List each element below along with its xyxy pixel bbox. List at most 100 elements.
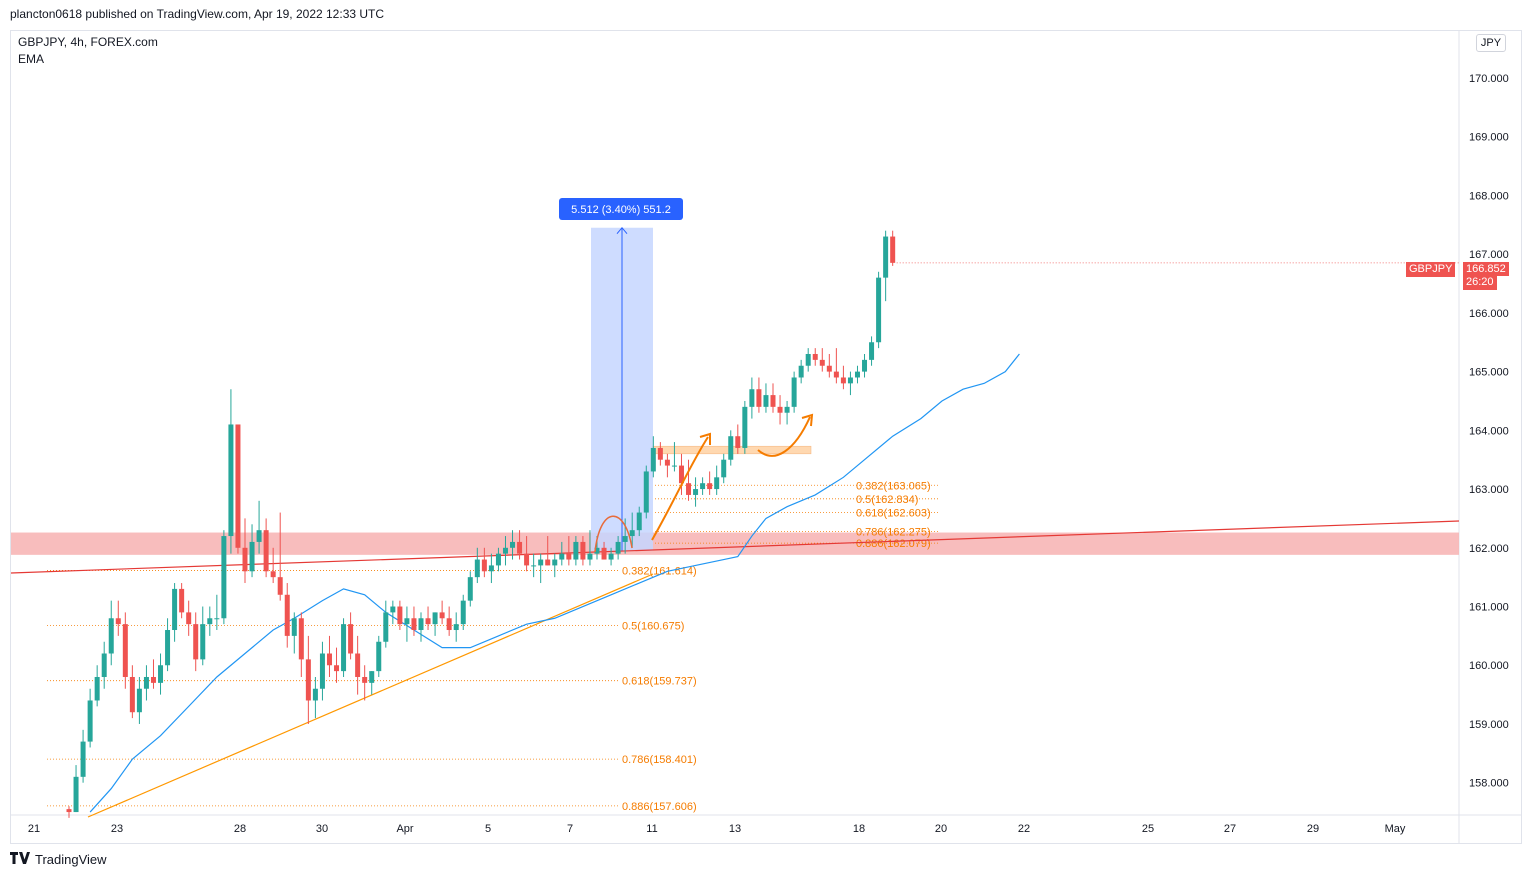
candle-body bbox=[228, 424, 234, 537]
fib-level-label: 0.786(158.401) bbox=[622, 754, 697, 766]
candle-body bbox=[94, 676, 100, 701]
x-tick-label: 28 bbox=[234, 823, 246, 835]
candle-body bbox=[538, 559, 544, 566]
y-tick-label: 160.000 bbox=[1469, 660, 1509, 672]
candle-body bbox=[179, 588, 185, 613]
y-tick-label: 161.000 bbox=[1469, 602, 1509, 614]
candle-body bbox=[263, 530, 269, 572]
candle-body bbox=[383, 612, 389, 642]
candle-body bbox=[467, 577, 473, 601]
candle-body bbox=[214, 618, 220, 620]
support-zone bbox=[11, 532, 1459, 555]
fib-level-label: 0.382(163.065) bbox=[856, 480, 931, 492]
candle-body bbox=[777, 406, 783, 413]
candle-body bbox=[101, 653, 107, 677]
y-tick-label: 164.000 bbox=[1469, 425, 1509, 437]
candle-body bbox=[256, 530, 262, 542]
candle-body bbox=[791, 377, 797, 407]
candle-body bbox=[165, 630, 171, 666]
candle-body bbox=[510, 541, 516, 548]
countdown-tag: 26:20 bbox=[1463, 276, 1497, 290]
fib-level-label: 0.5(160.675) bbox=[622, 621, 684, 633]
candle-body bbox=[707, 483, 713, 490]
symbol-legend[interactable]: GBPJPY, 4h, FOREX.com bbox=[18, 35, 158, 49]
candles-group bbox=[66, 230, 896, 818]
candle-body bbox=[735, 436, 741, 448]
candle-body bbox=[418, 618, 424, 631]
last-price-tag: 166.852 bbox=[1463, 262, 1509, 276]
measure-arrow-head bbox=[616, 226, 628, 235]
fib-level-label: 0.382(161.614) bbox=[622, 565, 697, 577]
candle-body bbox=[756, 389, 762, 407]
footer[interactable]: TradingView bbox=[10, 852, 107, 867]
candle-body bbox=[481, 559, 487, 572]
candle-body bbox=[601, 547, 607, 560]
candle-body bbox=[686, 483, 692, 495]
x-tick-label: 23 bbox=[111, 823, 123, 835]
candle-body bbox=[326, 653, 332, 666]
candle-body bbox=[763, 395, 769, 407]
x-tick-label: Apr bbox=[396, 823, 413, 835]
candle-body bbox=[404, 618, 410, 625]
candle-body bbox=[862, 359, 868, 372]
candle-body bbox=[122, 624, 128, 677]
candle-body bbox=[749, 389, 755, 407]
candle-body bbox=[833, 371, 839, 378]
candle-body bbox=[552, 559, 558, 566]
candle-body bbox=[545, 559, 551, 566]
candle-body bbox=[531, 565, 537, 567]
candle-body bbox=[129, 676, 135, 713]
x-tick-label: 11 bbox=[646, 823, 657, 835]
fib-level-label: 0.618(159.737) bbox=[622, 676, 697, 688]
candle-body bbox=[115, 618, 121, 625]
candle-body bbox=[615, 541, 621, 554]
x-tick-label: May bbox=[1385, 823, 1406, 835]
candle-body bbox=[474, 559, 480, 578]
x-tick-label: 7 bbox=[567, 823, 573, 835]
candle-body bbox=[594, 547, 600, 554]
y-tick-label: 166.000 bbox=[1469, 308, 1509, 320]
projection-arrow-2 bbox=[757, 416, 811, 457]
candle-body bbox=[728, 436, 734, 460]
candle-body bbox=[453, 624, 459, 631]
currency-button[interactable]: JPY bbox=[1476, 34, 1506, 52]
y-tick-label: 168.000 bbox=[1469, 190, 1509, 202]
candle-body bbox=[488, 565, 494, 572]
y-tick-label: 170.000 bbox=[1469, 73, 1509, 85]
candle-body bbox=[721, 459, 727, 478]
candle-body bbox=[826, 365, 832, 372]
candle-body bbox=[87, 700, 93, 742]
candle-body bbox=[439, 612, 445, 619]
candle-body bbox=[284, 594, 290, 636]
candle-body bbox=[362, 676, 368, 683]
candle-body bbox=[397, 606, 403, 625]
candle-body bbox=[249, 541, 255, 572]
candle-body bbox=[66, 809, 72, 813]
candle-body bbox=[622, 536, 628, 542]
chart-frame[interactable] bbox=[10, 30, 1522, 844]
candle-body bbox=[517, 541, 523, 554]
candle-body bbox=[700, 483, 706, 490]
x-tick-label: 18 bbox=[853, 823, 865, 835]
measure-label-bg bbox=[559, 198, 683, 220]
candle-body bbox=[291, 618, 297, 636]
candle-body bbox=[369, 671, 375, 683]
fib-level-label: 0.786(162.275) bbox=[856, 527, 931, 539]
candle-body bbox=[805, 353, 811, 366]
candle-body bbox=[883, 236, 889, 278]
candle-body bbox=[270, 571, 276, 578]
candle-body bbox=[840, 377, 846, 384]
candle-body bbox=[784, 406, 790, 413]
y-tick-label: 159.000 bbox=[1469, 719, 1509, 731]
indicator-legend[interactable]: EMA bbox=[18, 52, 45, 66]
candle-body bbox=[693, 489, 699, 495]
measure-label: 5.512 (3.40%) 551.2 bbox=[571, 204, 671, 216]
fib-level-label: 0.886(157.606) bbox=[622, 801, 697, 813]
candle-body bbox=[242, 547, 248, 572]
candle-body bbox=[671, 465, 677, 467]
fib-level-label: 0.618(162.603) bbox=[856, 507, 931, 519]
candle-body bbox=[235, 424, 241, 548]
candle-body bbox=[890, 236, 896, 263]
candle-body bbox=[770, 395, 776, 407]
